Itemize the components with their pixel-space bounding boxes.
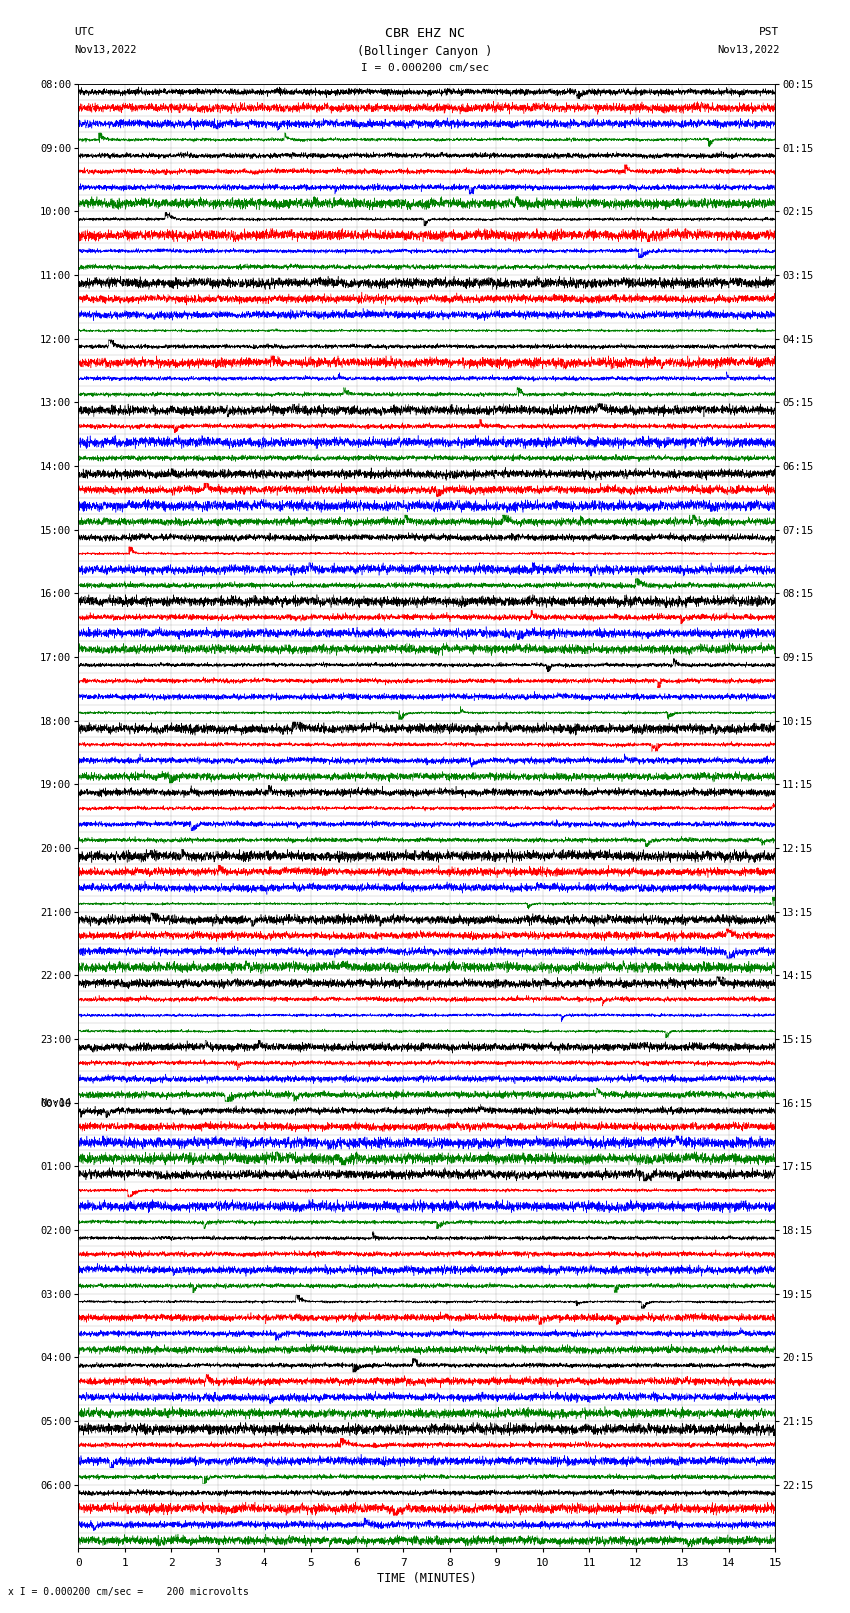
Text: PST: PST [759,27,779,37]
Text: CBR EHZ NC: CBR EHZ NC [385,27,465,40]
Text: (Bollinger Canyon ): (Bollinger Canyon ) [357,45,493,58]
Text: I = 0.000200 cm/sec: I = 0.000200 cm/sec [361,63,489,73]
X-axis label: TIME (MINUTES): TIME (MINUTES) [377,1571,477,1584]
Text: Nov14: Nov14 [40,1098,71,1108]
Text: UTC: UTC [74,27,94,37]
Text: Nov13,2022: Nov13,2022 [74,45,137,55]
Text: Nov13,2022: Nov13,2022 [717,45,779,55]
Text: x I = 0.000200 cm/sec =    200 microvolts: x I = 0.000200 cm/sec = 200 microvolts [8,1587,249,1597]
